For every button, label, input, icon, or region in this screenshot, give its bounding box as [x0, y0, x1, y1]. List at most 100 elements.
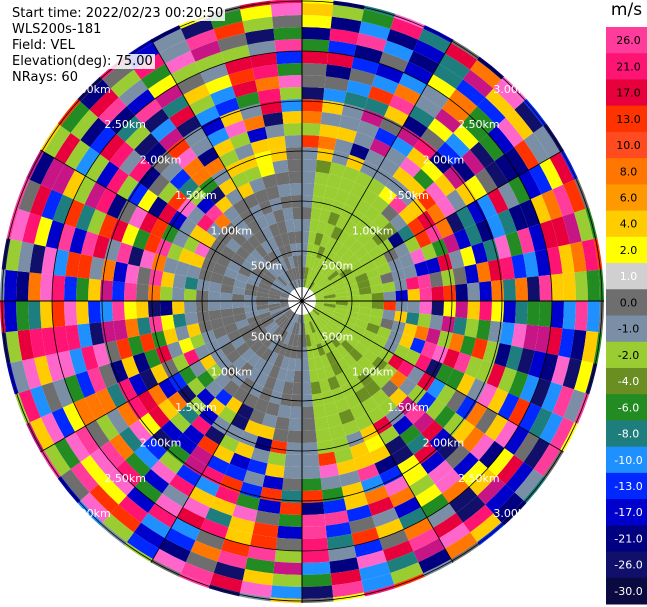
range-gate — [343, 353, 357, 368]
range-gate — [425, 398, 447, 421]
range-gate — [244, 288, 258, 297]
range-gate — [64, 276, 78, 301]
range-gate — [331, 278, 345, 288]
azimuth-spoke — [301, 300, 564, 453]
range-gate — [340, 248, 355, 263]
range-gate — [427, 118, 454, 142]
range-gate — [420, 127, 446, 151]
range-gate — [138, 165, 161, 190]
range-gate — [250, 533, 278, 550]
range-gate — [327, 320, 340, 332]
range-gate — [178, 337, 195, 354]
range-gate — [241, 347, 256, 362]
range-gate — [302, 406, 315, 419]
range-gate — [246, 458, 268, 476]
range-gate — [148, 301, 161, 318]
range-gate — [499, 256, 515, 280]
range-gate — [283, 466, 302, 479]
range-gate — [546, 327, 563, 356]
range-gate — [426, 378, 446, 399]
range-gate — [29, 152, 55, 185]
range-gate — [362, 329, 377, 342]
range-ring-label: 1.00km — [352, 224, 394, 237]
range-gate — [318, 278, 330, 289]
range-gate — [254, 188, 270, 205]
range-ring-label: 1.50km — [175, 401, 217, 414]
range-gate — [29, 184, 52, 217]
colorbar-tick-label: 4.0 — [620, 218, 638, 231]
range-gate — [241, 259, 256, 272]
range-gate — [273, 27, 302, 41]
range-gate — [118, 79, 149, 107]
range-gate — [335, 291, 348, 298]
range-gate — [85, 420, 110, 448]
range-gate — [332, 331, 346, 345]
range-gate — [389, 486, 415, 508]
range-gate — [158, 203, 178, 224]
range-gate — [361, 396, 379, 414]
range-gate — [247, 353, 261, 368]
range-gate — [335, 215, 349, 230]
range-gate — [207, 127, 230, 147]
range-gate — [214, 97, 240, 117]
range-gate — [325, 64, 352, 80]
range-gate — [255, 76, 280, 92]
range-gate — [84, 392, 107, 420]
range-gate — [302, 231, 310, 244]
range-gate — [263, 211, 277, 227]
range-gate — [425, 328, 441, 345]
range-gate — [484, 161, 509, 188]
range-gate — [336, 244, 349, 258]
range-gate — [264, 463, 285, 479]
colorbar-swatch — [606, 446, 647, 474]
range-gate — [319, 281, 332, 290]
range-gate — [407, 384, 427, 405]
range-gate — [421, 159, 444, 182]
range-gate — [183, 496, 211, 519]
range-gate — [249, 408, 266, 425]
range-gate — [158, 127, 184, 151]
range-gate — [195, 529, 225, 551]
range-gate — [275, 537, 302, 551]
range-gate — [539, 220, 559, 250]
range-gate — [40, 301, 54, 329]
range-gate — [342, 165, 360, 183]
range-gate — [408, 50, 439, 75]
range-gate — [22, 212, 42, 245]
range-gate — [150, 363, 169, 384]
range-gate — [198, 176, 219, 196]
range-gate — [100, 301, 114, 323]
range-gate — [18, 389, 41, 423]
range-gate — [499, 322, 515, 346]
range-gate — [469, 141, 495, 169]
range-gate — [73, 397, 96, 426]
range-gate — [333, 0, 365, 10]
range-gate — [338, 177, 355, 194]
range-gate — [5, 330, 23, 363]
range-gate — [106, 168, 129, 194]
range-gate — [369, 138, 391, 158]
range-gate — [336, 126, 358, 144]
range-gate — [350, 224, 365, 241]
range-gate — [282, 318, 291, 331]
range-gate — [150, 460, 177, 484]
range-gate — [302, 75, 326, 89]
range-gate — [327, 211, 341, 227]
range-gate — [455, 396, 477, 420]
colorbar-swatch — [606, 577, 647, 605]
range-gate — [127, 245, 145, 267]
range-ring-label: 1.00km — [352, 366, 394, 379]
range-gate — [364, 205, 381, 223]
range-gate — [89, 256, 105, 280]
range-ring-label: 3.00km — [493, 83, 535, 96]
range-gate — [163, 257, 179, 274]
range-gate — [189, 360, 207, 378]
range-gate — [257, 88, 281, 104]
range-gate — [319, 209, 332, 224]
range-gate — [210, 318, 225, 331]
range-ring-label: 500m — [321, 330, 353, 343]
range-gate — [321, 309, 334, 318]
range-gate — [413, 39, 445, 64]
range-gate — [151, 330, 167, 349]
range-gate — [302, 346, 309, 359]
